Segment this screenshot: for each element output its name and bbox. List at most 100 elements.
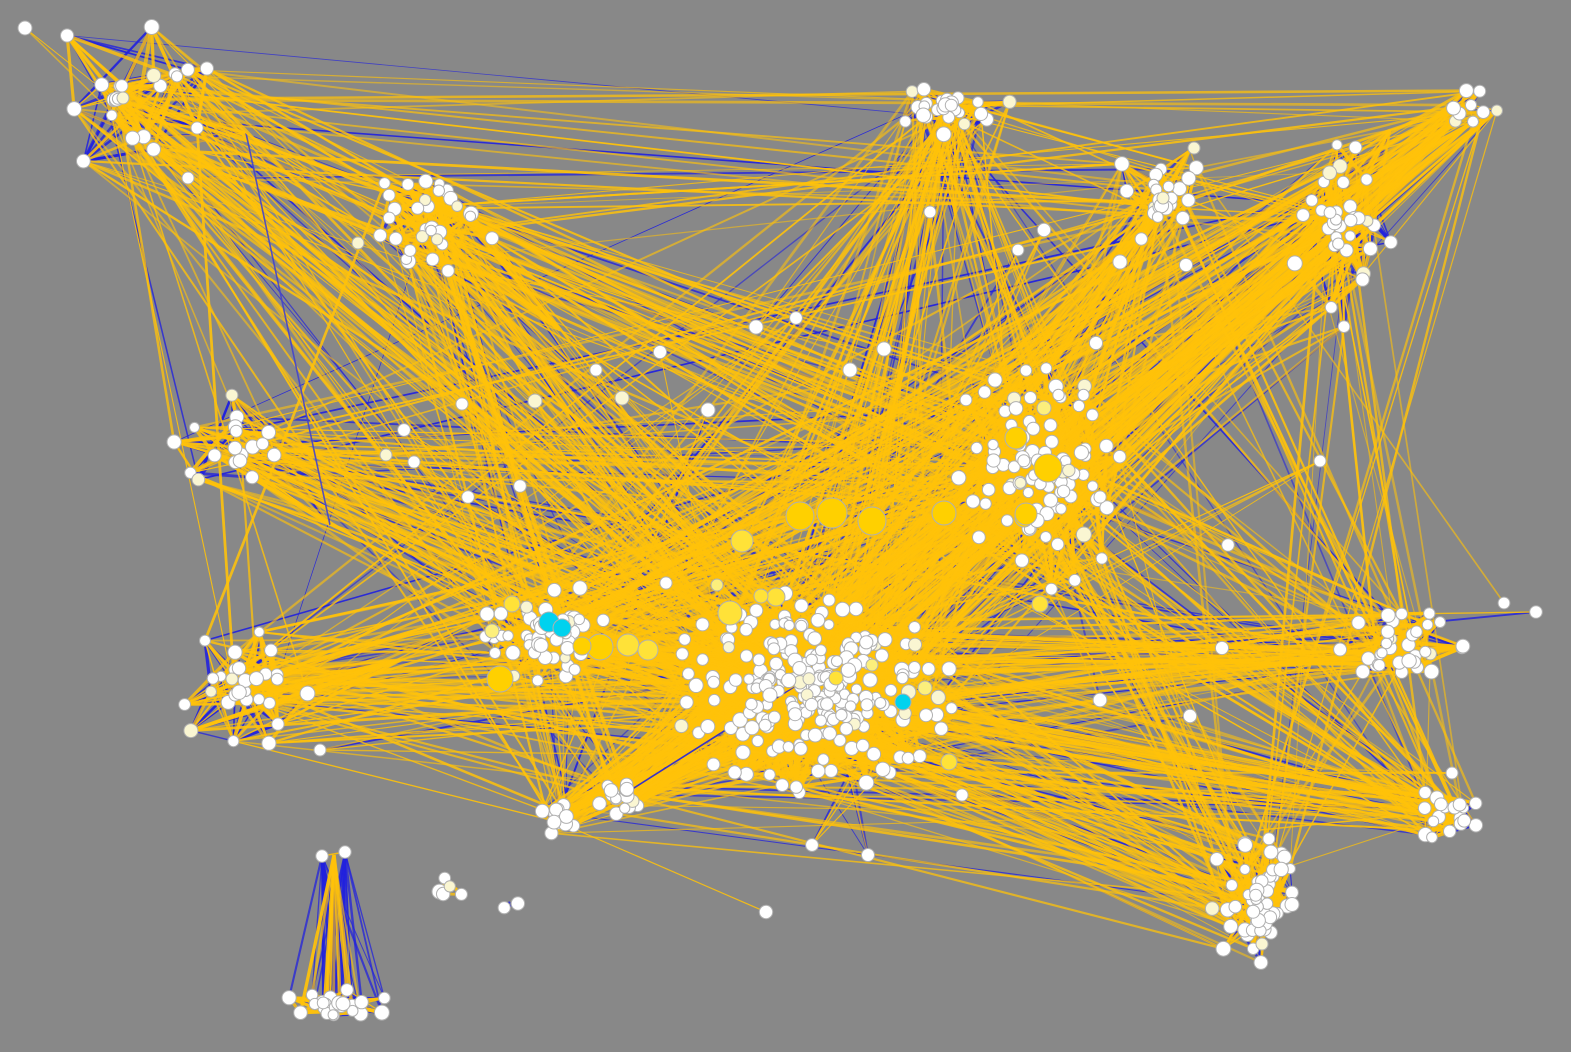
graph-node[interactable] xyxy=(1055,503,1067,515)
graph-node[interactable] xyxy=(1204,901,1220,916)
graph-node[interactable] xyxy=(261,424,277,440)
graph-node[interactable] xyxy=(695,617,710,632)
graph-node[interactable] xyxy=(411,201,425,215)
graph-node[interactable] xyxy=(977,385,992,399)
graph-node[interactable] xyxy=(1410,625,1423,639)
graph-node[interactable] xyxy=(805,653,818,666)
graph-node[interactable] xyxy=(373,1004,390,1021)
graph-node[interactable] xyxy=(485,231,500,246)
graph-node[interactable] xyxy=(722,641,735,654)
graph-node[interactable] xyxy=(675,647,689,661)
graph-node[interactable] xyxy=(603,783,619,798)
graph-node[interactable] xyxy=(807,727,823,743)
graph-node[interactable] xyxy=(1112,254,1128,270)
graph-node[interactable] xyxy=(1360,173,1373,186)
highlighted-node-yellow[interactable] xyxy=(917,680,933,696)
graph-node[interactable] xyxy=(1023,391,1038,405)
graph-node[interactable] xyxy=(1313,454,1327,468)
graph-node[interactable] xyxy=(115,79,129,93)
graph-node[interactable] xyxy=(923,205,937,219)
graph-node[interactable] xyxy=(270,672,284,686)
graph-node[interactable] xyxy=(1322,165,1337,181)
graph-node[interactable] xyxy=(1395,607,1408,621)
graph-node[interactable] xyxy=(1249,888,1263,902)
graph-node[interactable] xyxy=(1434,797,1448,812)
graph-node[interactable] xyxy=(266,447,282,463)
graph-node[interactable] xyxy=(1253,955,1269,970)
graph-node[interactable] xyxy=(921,662,936,676)
highlighted-node-yellow[interactable] xyxy=(766,587,786,607)
graph-node[interactable] xyxy=(1452,797,1467,812)
graph-node[interactable] xyxy=(1419,645,1432,658)
graph-node[interactable] xyxy=(17,20,33,36)
graph-node[interactable] xyxy=(1343,213,1358,228)
highlighted-node-yellow[interactable] xyxy=(1255,937,1269,951)
graph-node[interactable] xyxy=(1344,230,1356,242)
graph-node[interactable] xyxy=(817,753,830,766)
graph-node[interactable] xyxy=(546,814,562,830)
graph-node[interactable] xyxy=(1469,796,1483,810)
highlighted-node-yellow[interactable] xyxy=(1036,400,1052,416)
graph-node[interactable] xyxy=(245,470,260,485)
graph-node[interactable] xyxy=(1237,837,1253,853)
graph-node[interactable] xyxy=(534,803,550,819)
graph-node[interactable] xyxy=(425,252,440,267)
graph-node[interactable] xyxy=(513,479,527,493)
highlighted-node-layer[interactable] xyxy=(116,91,1269,951)
graph-node[interactable] xyxy=(751,734,764,748)
graph-node[interactable] xyxy=(830,655,843,668)
graph-node[interactable] xyxy=(874,648,889,663)
graph-node[interactable] xyxy=(313,743,327,757)
graph-node[interactable] xyxy=(679,695,694,710)
graph-node[interactable] xyxy=(1401,653,1417,669)
graph-node[interactable] xyxy=(696,653,709,666)
graph-node[interactable] xyxy=(1277,849,1292,865)
graph-node[interactable] xyxy=(1351,615,1366,630)
graph-node[interactable] xyxy=(166,434,182,450)
graph-node[interactable] xyxy=(769,618,781,630)
graph-node[interactable] xyxy=(1296,208,1310,223)
graph-node[interactable] xyxy=(1331,139,1343,151)
highlighted-node-yellow[interactable] xyxy=(637,639,659,661)
graph-node[interactable] xyxy=(497,901,511,915)
node-layer[interactable] xyxy=(17,19,1543,1022)
graph-node[interactable] xyxy=(1099,500,1115,516)
graph-node[interactable] xyxy=(106,109,118,122)
graph-node[interactable] xyxy=(856,738,870,753)
graph-node[interactable] xyxy=(181,171,195,185)
graph-node[interactable] xyxy=(205,685,217,698)
graph-node[interactable] xyxy=(674,718,689,734)
graph-node[interactable] xyxy=(1455,638,1471,654)
graph-node[interactable] xyxy=(678,633,692,646)
graph-node[interactable] xyxy=(455,397,469,411)
graph-node[interactable] xyxy=(688,677,704,694)
graph-node[interactable] xyxy=(560,641,575,656)
graph-node[interactable] xyxy=(758,904,774,920)
graph-node[interactable] xyxy=(1446,100,1461,116)
graph-node[interactable] xyxy=(170,70,184,83)
graph-node[interactable] xyxy=(1112,449,1127,464)
graph-node[interactable] xyxy=(1002,94,1017,109)
graph-node[interactable] xyxy=(573,613,586,626)
graph-node[interactable] xyxy=(1056,484,1071,498)
graph-node[interactable] xyxy=(877,632,893,648)
graph-node[interactable] xyxy=(502,630,514,642)
highlighted-node-yellow[interactable] xyxy=(1004,426,1028,450)
graph-node[interactable] xyxy=(1017,454,1031,468)
graph-node[interactable] xyxy=(659,576,673,590)
graph-node[interactable] xyxy=(739,649,754,663)
graph-node[interactable] xyxy=(1361,651,1376,666)
graph-node[interactable] xyxy=(1458,83,1474,99)
graph-node[interactable] xyxy=(1011,243,1025,257)
graph-node[interactable] xyxy=(1175,210,1191,226)
graph-node[interactable] xyxy=(232,453,248,469)
graph-node[interactable] xyxy=(955,788,969,802)
graph-node[interactable] xyxy=(781,672,797,689)
graph-node[interactable] xyxy=(767,642,781,656)
graph-node[interactable] xyxy=(981,482,996,497)
graph-node[interactable] xyxy=(568,663,581,676)
graph-node[interactable] xyxy=(178,698,192,711)
graph-node[interactable] xyxy=(848,601,864,617)
graph-node[interactable] xyxy=(1445,766,1459,780)
graph-node[interactable] xyxy=(732,712,748,728)
